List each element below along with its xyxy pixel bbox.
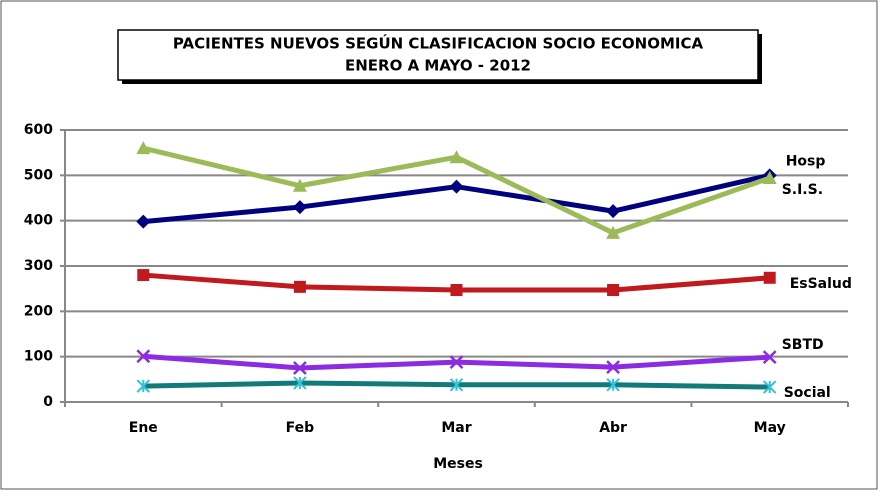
- x-tick-label: Abr: [599, 420, 627, 436]
- marker: [136, 379, 151, 393]
- marker: [449, 150, 464, 164]
- marker: [606, 204, 621, 219]
- marker: [293, 376, 307, 390]
- marker: [292, 200, 307, 215]
- marker: [449, 355, 464, 369]
- x-axis-label: Meses: [433, 456, 483, 472]
- marker: [607, 284, 620, 297]
- series-label: EsSalud: [790, 276, 852, 292]
- y-tick-label: 500: [24, 167, 53, 183]
- series-label: Hosp: [786, 153, 826, 169]
- y-tick-label: 600: [24, 122, 53, 138]
- marker: [450, 284, 463, 297]
- marker: [136, 214, 151, 229]
- marker: [606, 225, 621, 239]
- y-tick-label: 100: [24, 349, 53, 365]
- marker: [762, 380, 777, 394]
- marker: [137, 269, 150, 282]
- y-tick-label: 200: [24, 303, 53, 319]
- marker: [136, 141, 151, 155]
- series-label: SBTD: [782, 337, 824, 353]
- marker: [762, 171, 777, 185]
- marker: [763, 271, 776, 284]
- x-tick-label: Feb: [286, 420, 315, 436]
- chart-subtitle: ENERO A MAYO - 2012: [345, 57, 531, 75]
- x-tick-label: May: [754, 420, 786, 436]
- chart-title: PACIENTES NUEVOS SEGÚN CLASIFICACION SOC…: [173, 34, 704, 53]
- title-box: [117, 29, 759, 81]
- marker: [293, 361, 307, 375]
- marker: [292, 178, 307, 192]
- x-tick-label: Ene: [129, 420, 158, 436]
- y-tick-label: 0: [43, 394, 53, 410]
- marker: [293, 280, 306, 293]
- y-tick-label: 400: [24, 213, 53, 229]
- marker: [606, 360, 620, 374]
- marker: [449, 378, 464, 392]
- y-tick-label: 300: [24, 258, 53, 274]
- series-label: S.I.S.: [782, 182, 823, 198]
- series-label: Social: [784, 385, 831, 401]
- marker: [136, 349, 151, 364]
- marker: [606, 378, 620, 392]
- x-tick-label: Mar: [441, 420, 471, 436]
- marker: [762, 350, 777, 365]
- marker: [449, 179, 464, 194]
